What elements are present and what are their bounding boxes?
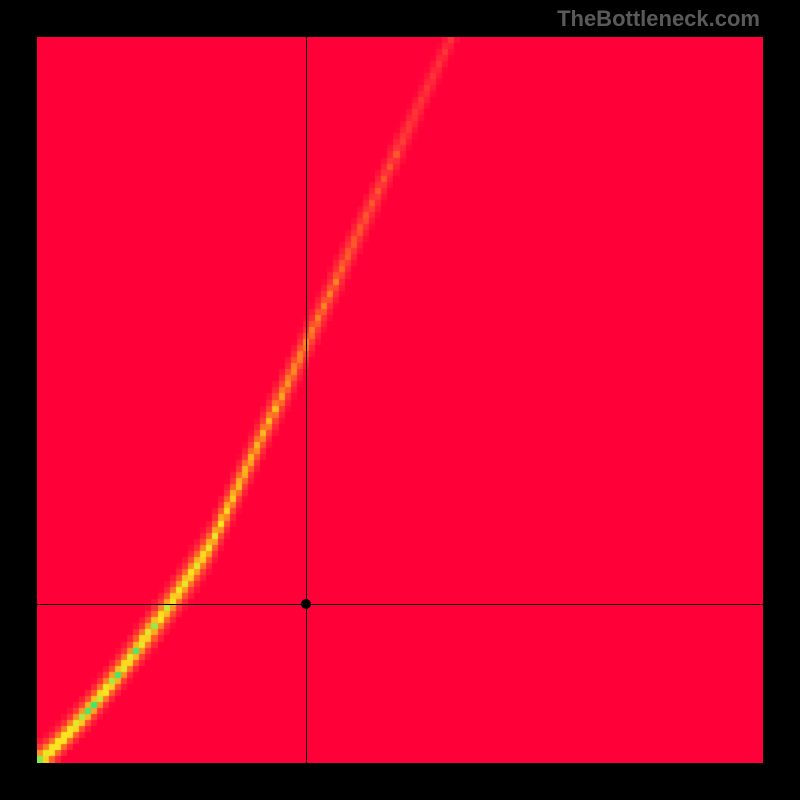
watermark-text: TheBottleneck.com: [557, 6, 760, 32]
crosshair-marker: [301, 599, 311, 609]
crosshair-horizontal: [37, 604, 763, 605]
heatmap-plot: [37, 37, 763, 763]
heatmap-canvas: [37, 37, 763, 763]
crosshair-vertical: [306, 37, 307, 763]
